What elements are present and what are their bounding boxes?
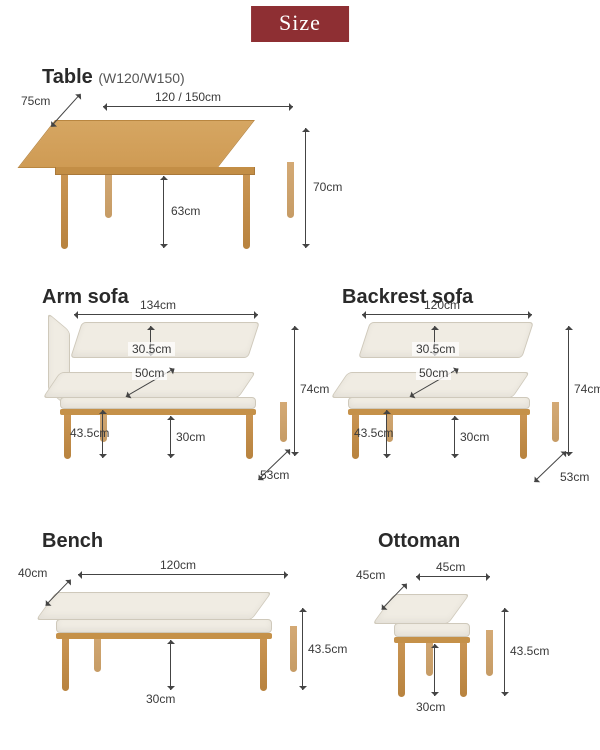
br-sofa-seatdepth: 50cm bbox=[416, 366, 451, 380]
bench-seath: 43.5cm bbox=[308, 642, 347, 656]
bench-title: Bench bbox=[42, 530, 103, 553]
arm-sofa-title: Arm sofa bbox=[42, 286, 129, 309]
br-sofa-totalh: 74cm bbox=[574, 382, 600, 396]
arm-sofa-backrest: 30.5cm bbox=[128, 342, 175, 356]
arm-sofa-seatdepth: 50cm bbox=[132, 366, 167, 380]
ottoman-seath: 43.5cm bbox=[510, 644, 549, 658]
arm-sofa-width: 134cm bbox=[140, 298, 176, 312]
table-clearance-label: 63cm bbox=[171, 204, 200, 218]
size-badge: Size bbox=[251, 6, 349, 42]
table-height-label: 70cm bbox=[313, 180, 342, 194]
ottoman-title: Ottoman bbox=[378, 530, 460, 553]
arm-sofa-diagram: 134cm 30.5cm 50cm 43.5cm 30cm 74cm 53cm bbox=[42, 316, 302, 486]
backrest-sofa-diagram: 120cm 30.5cm 50cm 43.5cm 30cm 74cm 53cm bbox=[330, 316, 580, 486]
br-sofa-width: 120cm bbox=[424, 298, 460, 312]
table-title-text: Table bbox=[42, 66, 93, 88]
br-sofa-leg: 30cm bbox=[460, 430, 489, 444]
table-subtitle: (W120/W150) bbox=[98, 70, 184, 86]
table-depth-label: 75cm bbox=[21, 94, 50, 108]
br-sofa-backrest: 30.5cm bbox=[412, 342, 459, 356]
bench-depth: 40cm bbox=[18, 566, 47, 580]
table-width-label: 120 / 150cm bbox=[155, 90, 221, 104]
br-sofa-depth: 53cm bbox=[560, 470, 589, 484]
ottoman-width: 45cm bbox=[436, 560, 465, 574]
arm-sofa-totalh: 74cm bbox=[300, 382, 329, 396]
arm-sofa-depth: 53cm bbox=[260, 468, 289, 482]
ottoman-leg: 30cm bbox=[416, 700, 445, 714]
ottoman-diagram: 45cm 45cm 43.5cm 30cm bbox=[368, 562, 568, 732]
bench-leg: 30cm bbox=[146, 692, 175, 706]
bench-diagram: 40cm 120cm 30cm 43.5cm bbox=[42, 562, 322, 722]
arm-sofa-seath: 43.5cm bbox=[70, 426, 109, 440]
bench-width: 120cm bbox=[160, 558, 196, 572]
br-sofa-seath: 43.5cm bbox=[354, 426, 393, 440]
table-diagram: 75cm 120 / 150cm 70cm 63cm bbox=[55, 100, 295, 260]
ottoman-depth: 45cm bbox=[356, 568, 385, 582]
table-title: Table (W120/W150) bbox=[42, 66, 185, 89]
arm-sofa-leg: 30cm bbox=[176, 430, 205, 444]
